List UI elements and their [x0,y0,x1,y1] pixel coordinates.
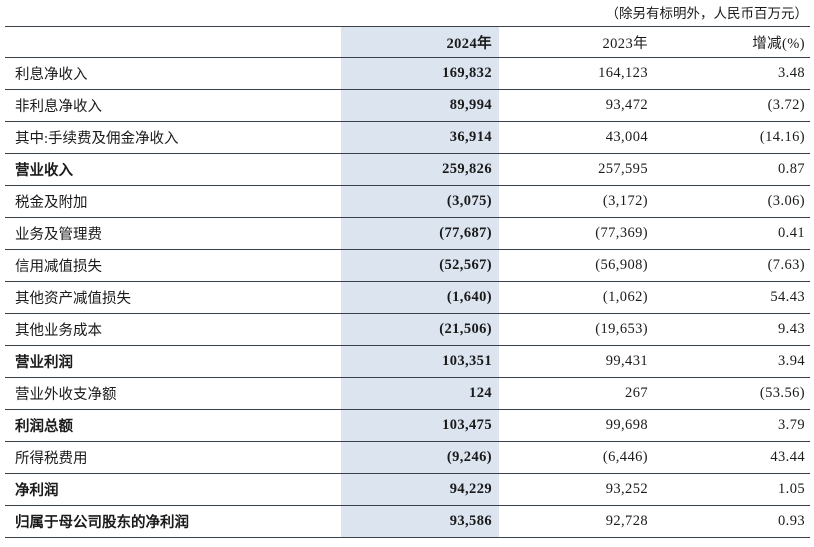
row-label: 信用减值损失 [15,259,102,275]
table-row: 所得税费用 (9,246) (6,446) 43.44 [5,441,810,474]
value-change: (3.72) [767,97,805,113]
value-2024: 124 [341,377,499,410]
value-2024: (3,075) [341,185,499,218]
table-row: 税金及附加 (3,075) (3,172) (3.06) [5,185,810,218]
header-2024-column: 2024年 [341,26,499,58]
value-change: 0.93 [778,513,805,529]
value-2023: (19,653) [595,321,648,337]
value-change: 9.43 [778,321,805,337]
row-label: 其中:手续费及佣金净收入 [15,131,179,147]
value-change: 3.79 [778,417,805,433]
value-2024: (21,506) [341,313,499,346]
row-label: 利润总额 [15,419,73,435]
value-change: 3.48 [778,65,805,81]
row-label: 归属于母公司股东的净利润 [15,515,189,531]
row-label: 营业收入 [15,163,73,179]
value-2024: 36,914 [341,121,499,154]
value-change: 3.94 [778,353,805,369]
value-change: 54.43 [770,289,805,305]
value-2023: 93,252 [605,481,648,497]
table-body: 利息净收入 169,832 164,123 3.48 非利息净收入 89,994… [5,57,810,538]
table-row: 利润总额 103,475 99,698 3.79 [5,409,810,442]
table-row: 营业收入 259,826 257,595 0.87 [5,153,810,186]
table-row: 其他资产减值损失 (1,640) (1,062) 54.43 [5,281,810,314]
value-2023: 267 [625,385,648,401]
currency-unit-note: （除另有标明外，人民币百万元） [605,6,809,21]
row-label: 其他资产减值损失 [15,291,131,307]
row-label: 利息净收入 [15,67,88,83]
value-2024: 259,826 [341,153,499,186]
value-2023: 99,698 [605,417,648,433]
value-2024: 103,475 [341,409,499,442]
row-label: 所得税费用 [15,451,88,467]
table-row: 营业外收支净额 124 267 (53.56) [5,377,810,410]
row-label: 其他业务成本 [15,323,102,339]
table-row: 信用减值损失 (52,567) (56,908) (7.63) [5,249,810,282]
value-2023: 93,472 [605,97,648,113]
table-row: 归属于母公司股东的净利润 93,586 92,728 0.93 [5,505,810,538]
row-label: 净利润 [15,483,59,499]
value-change: (7.63) [767,257,805,273]
table-row: 其他业务成本 (21,506) (19,653) 9.43 [5,313,810,346]
value-2024: 103,351 [341,345,499,378]
value-2023: (6,446) [602,449,648,465]
value-2023: (1,062) [602,289,648,305]
table-row: 利息净收入 169,832 164,123 3.48 [5,57,810,90]
header-2023-column: 2023年 [602,35,648,52]
value-2024: 169,832 [341,57,499,90]
value-2024: 89,994 [341,89,499,122]
table-header: 2024年 2023年 增减(%) [5,26,810,58]
value-change: 1.05 [778,481,805,497]
value-2024: 93,586 [341,505,499,538]
value-2024: (77,687) [341,217,499,250]
header-row: 2024年 2023年 增减(%) [5,26,810,58]
row-label: 营业利润 [15,355,73,371]
value-change: 0.87 [778,161,805,177]
value-change: (14.16) [759,129,805,145]
value-2023: 257,595 [598,161,648,177]
income-statement-table: 2024年 2023年 增减(%) 利息净收入 169,832 164,123 … [5,26,810,538]
value-2023: 43,004 [605,129,648,145]
row-label: 业务及管理费 [15,227,102,243]
row-label: 非利息净收入 [15,99,102,115]
value-2023: (3,172) [602,193,648,209]
table-row: 业务及管理费 (77,687) (77,369) 0.41 [5,217,810,250]
value-2023: 164,123 [598,65,648,81]
value-change: (53.56) [759,385,805,401]
value-2023: (77,369) [595,225,648,241]
value-2023: 99,431 [605,353,648,369]
row-label: 营业外收支净额 [15,387,117,403]
value-change: 43.44 [770,449,805,465]
value-2024: (52,567) [341,249,499,282]
table-row: 净利润 94,229 93,252 1.05 [5,473,810,506]
table-row: 非利息净收入 89,994 93,472 (3.72) [5,89,810,122]
value-2023: 92,728 [605,513,648,529]
value-2024: 94,229 [341,473,499,506]
value-change: (3.06) [767,193,805,209]
table-row: 其中:手续费及佣金净收入 36,914 43,004 (14.16) [5,121,810,154]
value-2024: (9,246) [341,441,499,474]
header-item-column [5,27,341,58]
row-label: 税金及附加 [15,195,88,211]
value-2024: (1,640) [341,281,499,314]
value-2023: (56,908) [595,257,648,273]
header-change-column: 增减(%) [752,35,805,52]
value-change: 0.41 [778,225,805,241]
table-row: 营业利润 103,351 99,431 3.94 [5,345,810,378]
